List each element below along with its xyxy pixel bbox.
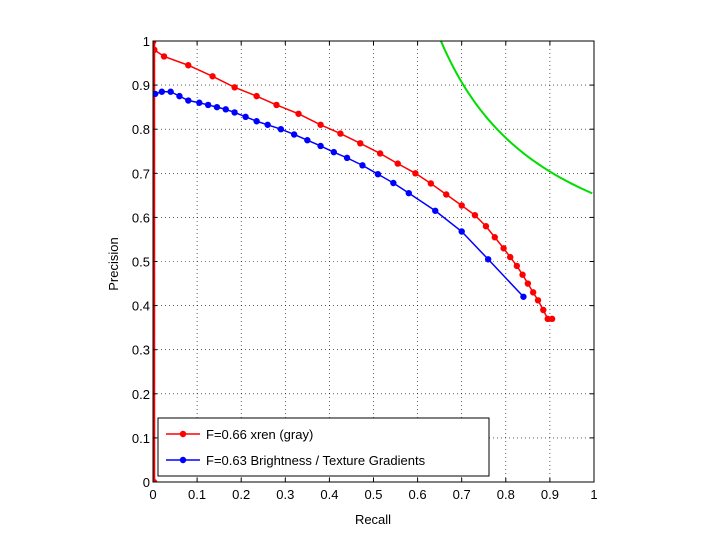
legend: F=0.66 xren (gray) F=0.63 Brightness / T… <box>157 417 490 477</box>
blue-series-point <box>359 162 366 169</box>
red-series-point <box>357 140 364 147</box>
blue-series-point <box>343 154 351 162</box>
axis-ticks: 0 0.1 0.2 0.3 0.4 0.5 0.6 0.7 0.8 0.9 1 0 0.1 0.2 0.3 0… <box>132 34 598 502</box>
red-series-point <box>253 92 260 100</box>
x-tick-label: 0.9 <box>541 487 559 502</box>
red-series-point <box>534 297 542 304</box>
red-series-point <box>519 271 526 278</box>
red-series-point <box>376 150 384 157</box>
red-series-point <box>513 262 521 270</box>
y-tick-label: 0.1 <box>132 431 150 446</box>
legend-label-red: F=0.66 xren (gray) <box>206 427 313 442</box>
blue-series-point <box>290 131 298 138</box>
red-series-point <box>529 289 537 296</box>
x-tick-label: 1 <box>590 487 597 502</box>
x-tick-label: 0.3 <box>276 487 294 502</box>
red-series-point <box>337 130 344 137</box>
red-series-point <box>471 211 479 219</box>
blue-series-point <box>264 121 271 128</box>
red-series-point <box>427 180 435 187</box>
y-tick-label: 0.9 <box>132 78 150 93</box>
blue-series-point <box>374 170 382 178</box>
blue-series-point <box>330 148 338 156</box>
blue-series-point <box>458 228 465 235</box>
legend-marker-red <box>179 430 187 438</box>
red-series-point <box>231 84 238 91</box>
legend-marker-blue <box>179 456 187 464</box>
red-series-point <box>317 121 324 128</box>
red-series-point <box>491 234 498 241</box>
red-series-point <box>500 245 507 252</box>
y-tick-label: 0.6 <box>132 210 150 225</box>
red-series-point <box>209 73 216 80</box>
y-tick-label: 0.2 <box>132 387 150 402</box>
x-tick-label: 0.2 <box>232 487 250 502</box>
legend-box <box>157 417 490 477</box>
y-tick-label: 0.8 <box>132 122 150 137</box>
blue-series-point <box>153 90 159 98</box>
y-tick-label: 0 <box>143 475 150 490</box>
x-tick-label: 0.8 <box>497 487 515 502</box>
red-series-point <box>544 315 551 323</box>
red-series-point <box>160 53 168 60</box>
x-tick-label: 0.1 <box>188 487 206 502</box>
blue-series-point <box>185 97 192 104</box>
x-tick-label: 0 <box>149 487 156 502</box>
x-tick-label: 0.7 <box>453 487 471 502</box>
x-tick-label: 0.5 <box>364 487 382 502</box>
y-tick-label: 0.5 <box>132 255 150 270</box>
blue-series-point <box>204 101 212 109</box>
red-series-point <box>443 191 450 198</box>
x-axis-label: Recall <box>355 512 391 527</box>
red-series-point <box>295 110 302 117</box>
blue-series-point <box>520 293 527 300</box>
series-layer <box>153 41 593 482</box>
blue-series-point <box>317 142 324 150</box>
blue-series-point <box>231 109 238 116</box>
blue-series-point <box>253 118 260 125</box>
red-series-point <box>394 160 401 167</box>
blue-series-point <box>176 92 183 100</box>
blue-series-point <box>158 88 166 95</box>
iso-f-curve <box>439 41 593 195</box>
red-series-point <box>185 62 192 69</box>
red-series-point <box>412 170 419 177</box>
blue-series-point <box>222 106 229 113</box>
blue-series-point <box>390 179 397 187</box>
red-series-point <box>482 223 490 230</box>
blue-series-point <box>304 137 311 144</box>
y-tick-label: 0.7 <box>132 166 150 181</box>
red-series-point <box>153 46 158 54</box>
red-series-point <box>153 41 157 46</box>
blue-series-point <box>277 126 285 133</box>
red-series-point <box>548 315 556 323</box>
red-series-point <box>540 306 547 314</box>
y-tick-label: 0.4 <box>132 299 150 314</box>
red-series-point <box>273 101 280 109</box>
red-series-point <box>153 478 158 482</box>
blue-series-point <box>432 207 439 214</box>
x-tick-label: 0.4 <box>320 487 338 502</box>
red-series-point <box>458 202 465 209</box>
blue-series-point <box>196 99 203 106</box>
red-series-point <box>524 280 532 287</box>
x-tick-label: 0.6 <box>409 487 427 502</box>
blue-series-point <box>405 189 412 197</box>
blue-series-point <box>242 113 249 121</box>
blue-series-point <box>484 256 492 263</box>
red-series-point <box>507 253 514 261</box>
blue-series-point <box>167 88 174 95</box>
legend-label-blue: F=0.63 Brightness / Texture Gradients <box>206 453 426 468</box>
y-tick-label: 1 <box>143 34 150 49</box>
y-axis-label: Precision <box>106 237 121 290</box>
blue-series-point <box>213 103 221 111</box>
y-tick-label: 0.3 <box>132 343 150 358</box>
